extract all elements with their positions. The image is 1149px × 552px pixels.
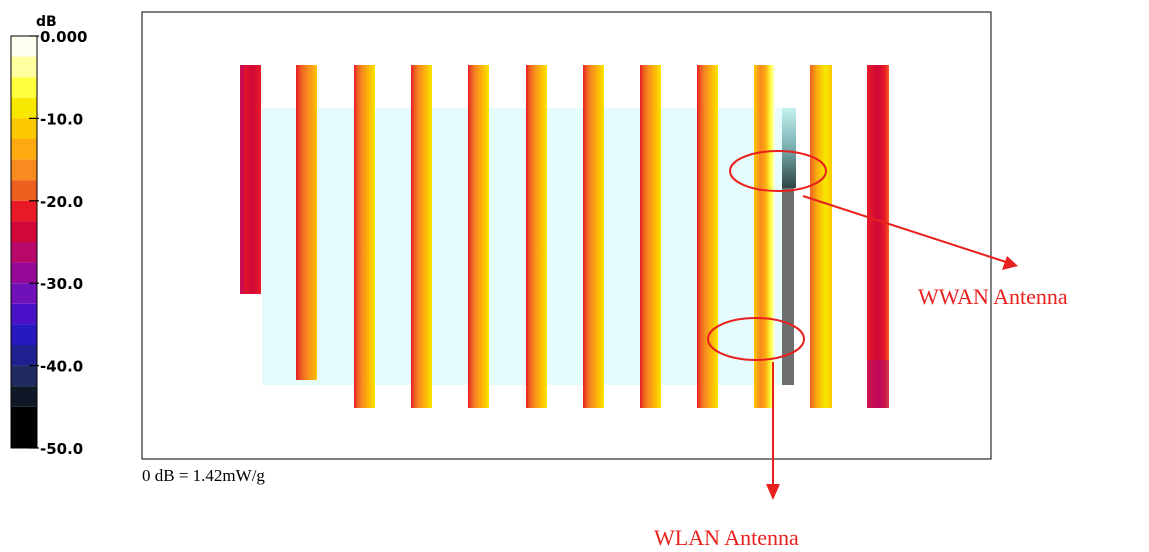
colorbar-level [11,345,37,366]
colorbar-level [11,262,37,284]
colorbar-level [11,180,37,201]
wwan-arrow-head [1002,256,1018,270]
colorbar-tick-label: -10.0 [40,110,83,128]
colorbar-level [11,200,37,222]
wlan-arrow-head [766,484,780,500]
colorbar-tick-label: 0.000 [40,28,87,46]
colorbar-level [11,159,37,181]
wwan-highlight-ellipse [729,150,827,192]
colorbar-level [11,324,37,345]
colorbar-tick-label: -40.0 [40,358,83,376]
colorbar-level [11,365,37,387]
scan-strip [810,65,832,408]
annotations: WWAN Antenna WLAN Antenna [654,150,1068,550]
colorbar: dB 0.000 -10.0 -20.0 -30.0 -40.0 -50.0 [10,14,87,458]
colorbar-tick-label: -20.0 [40,193,83,211]
colorbar-level [11,77,37,98]
reference-note: 0 dB = 1.42mW/g [142,466,265,485]
colorbar-level [11,36,37,57]
colorbar-ticks: 0.000 -10.0 -20.0 -30.0 -40.0 -50.0 [29,28,87,458]
wlan-antenna-label: WLAN Antenna [654,525,799,550]
scan-strip [526,65,547,408]
colorbar-tick-label: -50.0 [40,440,83,458]
wwan-antenna-label: WWAN Antenna [918,284,1068,309]
scan-strip [583,65,604,408]
colorbar-level [11,97,37,119]
scan-strip-edge [867,360,889,408]
colorbar-level [11,242,37,263]
measurement-strips [240,65,889,408]
scan-strip [640,65,661,408]
colorbar-level [11,406,37,448]
colorbar-level [11,386,37,407]
colorbar-level [11,139,37,160]
colorbar-level [11,303,37,325]
colorbar-level [11,221,37,242]
wwan-antenna-region [782,108,796,188]
colorbar-tick-label: -30.0 [40,275,83,293]
colorbar-unit-label: dB [36,14,57,30]
colorbar-frame [10,35,38,449]
scan-strip [468,65,489,408]
wwan-arrow-line [802,195,1007,263]
wlan-highlight-ellipse [707,317,805,361]
colorbar-level [11,118,37,139]
scan-strip [411,65,432,408]
scan-strip [296,65,317,380]
colorbar-level [11,56,37,78]
scan-strip [697,65,718,408]
scan-strip [354,65,375,408]
scan-strip [754,65,775,408]
scan-strip-edge [240,65,244,294]
colorbar-levels [11,36,37,448]
colorbar-level [11,283,37,304]
scan-strip [240,65,261,294]
scan-strip [867,65,889,408]
